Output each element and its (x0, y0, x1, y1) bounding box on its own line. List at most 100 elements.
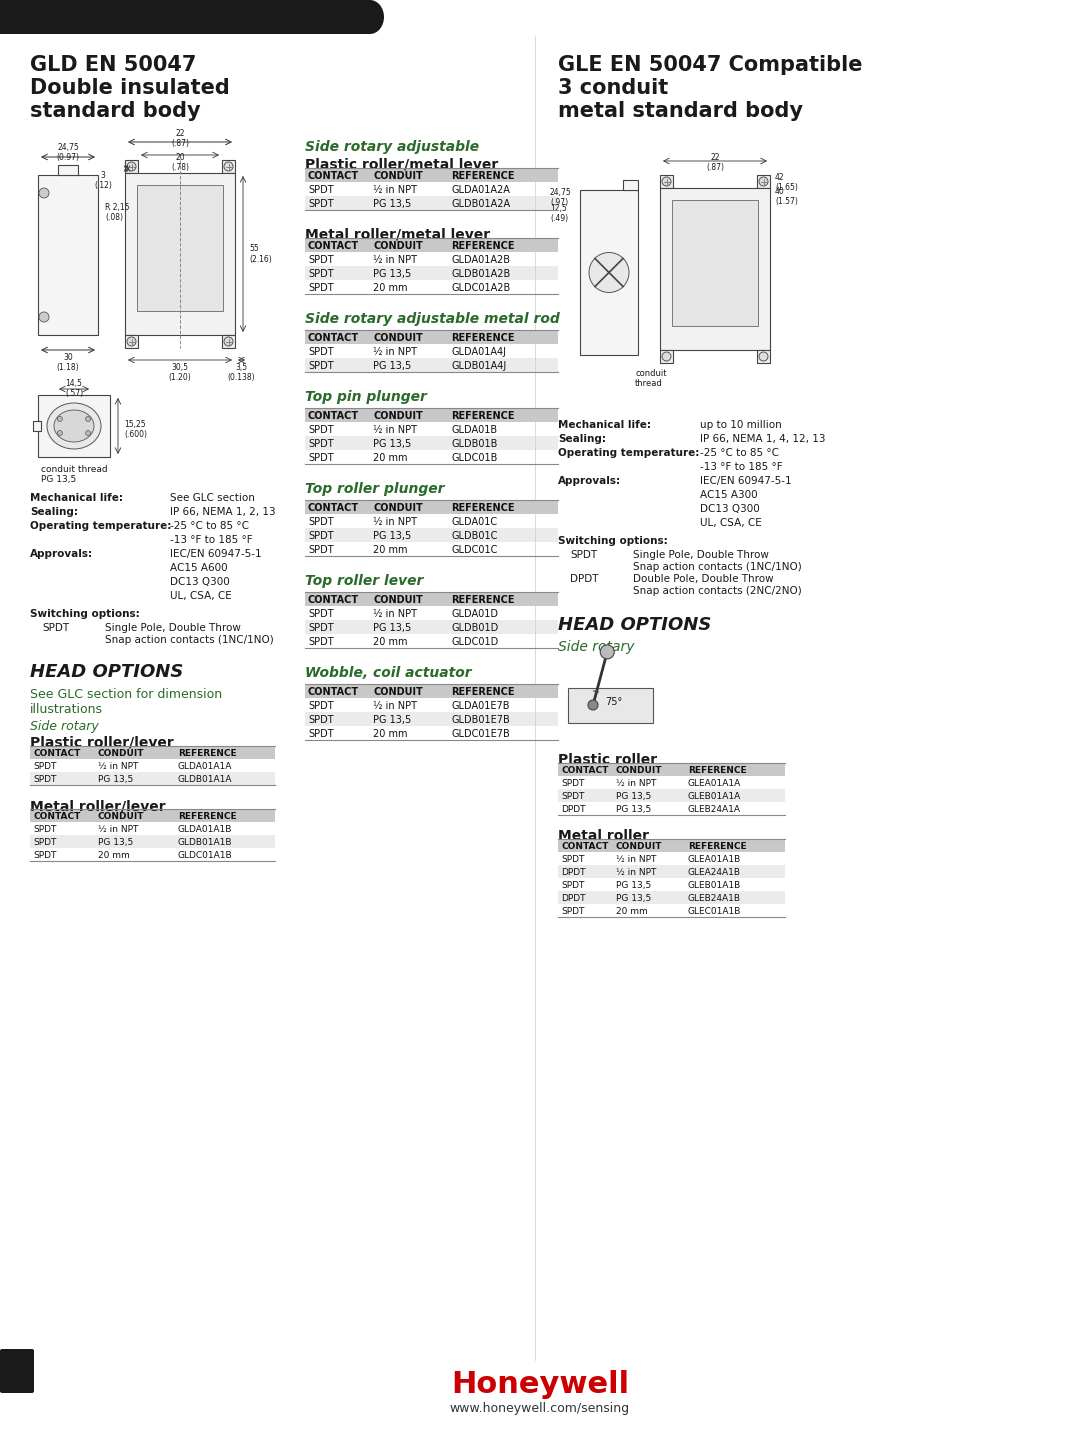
Text: 20 mm: 20 mm (373, 452, 407, 463)
Bar (613, 878, 685, 891)
Bar (33, 421, 41, 431)
Text: GLDB01C: GLDB01C (451, 530, 498, 540)
Text: Switching options:: Switching options: (558, 536, 667, 546)
Text: 22
(.87): 22 (.87) (706, 153, 724, 173)
Text: metal standard body: metal standard body (558, 101, 804, 121)
Circle shape (85, 416, 91, 421)
Text: REFERENCE: REFERENCE (451, 171, 514, 182)
Text: UL, CSA, CE: UL, CSA, CE (170, 591, 232, 601)
Bar (660, 350, 673, 363)
Text: Metal roller/lever: Metal roller/lever (30, 798, 165, 813)
Bar (370, 330, 448, 344)
Bar (660, 187, 770, 350)
Bar (613, 762, 685, 777)
Bar (448, 697, 558, 712)
Circle shape (589, 252, 629, 293)
Text: SPDT: SPDT (308, 700, 334, 710)
Text: GLEA01A1B: GLEA01A1B (688, 855, 741, 865)
Text: Plastic roller: Plastic roller (558, 754, 657, 767)
Text: SPDT: SPDT (308, 715, 334, 725)
Text: SPDT: SPDT (308, 637, 334, 647)
Text: CONTACT: CONTACT (308, 411, 360, 421)
Text: CONDUIT: CONDUIT (98, 811, 145, 821)
Text: CONDUIT: CONDUIT (373, 503, 422, 513)
Text: 20 mm: 20 mm (373, 545, 407, 555)
Text: REFERENCE: REFERENCE (451, 503, 514, 513)
Text: R 2,15
(.08): R 2,15 (.08) (105, 203, 130, 222)
Text: GLOBAL LIMIT SWITCHES: GLOBAL LIMIT SWITCHES (15, 7, 221, 22)
Circle shape (759, 352, 768, 362)
Bar (448, 684, 558, 697)
Bar (448, 238, 558, 252)
Bar (448, 500, 558, 514)
Text: CONTACT: CONTACT (308, 595, 360, 605)
Text: ½ in NPT: ½ in NPT (373, 425, 417, 435)
Text: GLDA01A1B: GLDA01A1B (178, 826, 232, 834)
Bar (222, 160, 235, 173)
Bar (448, 450, 558, 464)
Bar (305, 330, 370, 344)
Bar (448, 514, 558, 527)
Circle shape (588, 700, 598, 710)
Text: SPDT: SPDT (33, 839, 56, 847)
Bar (370, 592, 448, 607)
Bar (448, 267, 558, 280)
Text: See GLC section for dimension
illustrations: See GLC section for dimension illustrati… (30, 687, 222, 716)
Bar (558, 878, 613, 891)
Text: CONDUIT: CONDUIT (616, 842, 662, 852)
Text: SPDT: SPDT (308, 425, 334, 435)
Bar (448, 726, 558, 741)
Text: ½ in NPT: ½ in NPT (373, 347, 417, 357)
Text: 20 mm: 20 mm (373, 637, 407, 647)
Text: PG 13,5: PG 13,5 (616, 793, 651, 801)
Text: Side rotary: Side rotary (30, 720, 98, 733)
Bar (685, 777, 785, 790)
Text: GLDC01A1B: GLDC01A1B (178, 852, 232, 860)
Text: PG 13,5: PG 13,5 (373, 269, 411, 280)
Text: Plastic roller/metal lever: Plastic roller/metal lever (305, 159, 498, 171)
Bar (660, 174, 673, 187)
Bar (448, 252, 558, 267)
Circle shape (57, 416, 63, 421)
Bar (448, 196, 558, 210)
Bar (30, 759, 95, 772)
Bar (685, 803, 785, 816)
Text: GLDA01A4J: GLDA01A4J (451, 347, 507, 357)
Text: GLDB01A4J: GLDB01A4J (451, 362, 507, 370)
Text: 30,5
(1.20): 30,5 (1.20) (168, 363, 191, 382)
Text: GLDA01A2B: GLDA01A2B (451, 255, 510, 265)
Bar (370, 726, 448, 741)
Text: PG 13,5: PG 13,5 (616, 806, 651, 814)
Text: 3 conduit: 3 conduit (558, 78, 669, 98)
Text: GLEA01A1A: GLEA01A1A (688, 780, 741, 788)
Text: -25 °C to 85 °C: -25 °C to 85 °C (700, 448, 779, 458)
Text: ½ in NPT: ½ in NPT (98, 762, 138, 771)
Bar (305, 252, 370, 267)
Bar (305, 726, 370, 741)
Bar (305, 607, 370, 620)
Text: GLEB24A1B: GLEB24A1B (688, 893, 741, 904)
Bar (558, 839, 613, 852)
Bar (558, 762, 613, 777)
Bar (95, 821, 175, 834)
Circle shape (57, 431, 63, 435)
Bar (125, 334, 138, 347)
Text: SPDT: SPDT (308, 623, 334, 633)
Text: 3
(.12): 3 (.12) (94, 171, 112, 190)
Circle shape (662, 352, 671, 362)
Text: SPDT: SPDT (33, 762, 56, 771)
Text: PG 13,5: PG 13,5 (98, 839, 133, 847)
Text: CONDUIT: CONDUIT (98, 749, 145, 758)
Text: Double insulated: Double insulated (30, 78, 230, 98)
Text: GLDA01A2A: GLDA01A2A (451, 184, 510, 195)
Text: UL, CSA, CE: UL, CSA, CE (700, 517, 761, 527)
Bar (370, 182, 448, 196)
Bar (558, 904, 613, 916)
Text: CONDUIT: CONDUIT (373, 241, 422, 251)
Text: SPDT: SPDT (561, 780, 584, 788)
Text: GLDB01B: GLDB01B (451, 440, 498, 450)
Text: SPDT: SPDT (561, 880, 584, 891)
Text: IEC/EN 60947-5-1: IEC/EN 60947-5-1 (700, 476, 792, 486)
Bar (305, 697, 370, 712)
Text: Top roller lever: Top roller lever (305, 574, 423, 588)
